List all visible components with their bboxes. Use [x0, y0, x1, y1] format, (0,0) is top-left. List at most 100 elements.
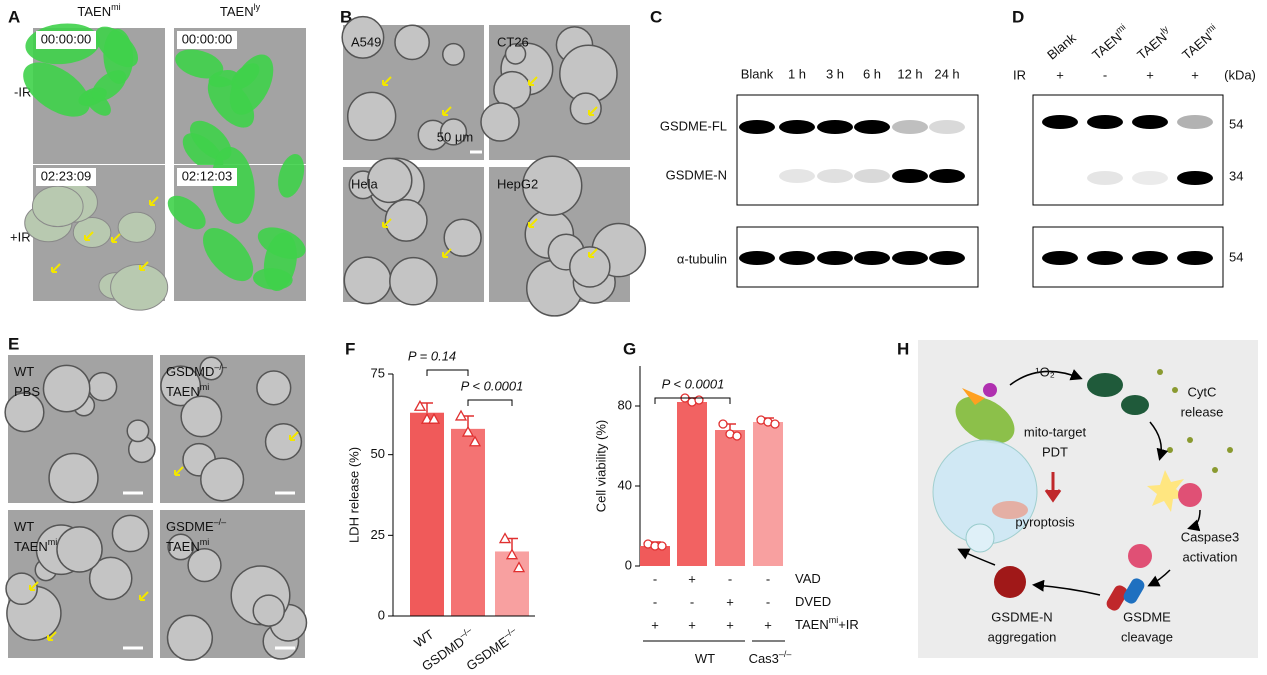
- band: [1177, 251, 1213, 265]
- lane-label: Blank: [1044, 30, 1079, 63]
- mitochondrion-damaged: [1121, 395, 1149, 415]
- arrow-marker: [29, 581, 39, 591]
- bar: [715, 430, 745, 566]
- arrow-marker: [47, 631, 57, 641]
- band: [929, 120, 965, 134]
- band: [892, 120, 928, 134]
- treatment-sign: -: [690, 594, 694, 609]
- flow-arrow: [1149, 421, 1169, 461]
- treatment-label: DVED: [795, 594, 831, 609]
- cell: [441, 42, 465, 66]
- diagram-label: GSDME-N: [991, 609, 1052, 624]
- cell: [569, 246, 611, 288]
- data-point: [498, 532, 512, 544]
- arrow-marker: [382, 76, 392, 86]
- arrow-marker: [528, 218, 538, 228]
- diagram-label: activation: [1183, 549, 1238, 564]
- cell: [189, 120, 232, 161]
- cell-label-sup: mi: [200, 382, 210, 392]
- cell-label-sup: –/–: [214, 362, 227, 372]
- cell: [200, 457, 245, 502]
- column-title-text: TAEN: [77, 4, 111, 19]
- row-label: GSDME-FL: [660, 118, 727, 133]
- y-tick-label: 75: [371, 365, 385, 380]
- treatment-label-after: +IR: [838, 617, 859, 632]
- cytc-dot: [1172, 387, 1178, 393]
- cell: [256, 370, 292, 406]
- caspase: [1178, 483, 1202, 507]
- cell: [110, 264, 169, 311]
- lane-label: TAENmi: [1178, 22, 1222, 63]
- bar: [640, 546, 670, 566]
- diagram-label: pyroptosis: [1015, 514, 1075, 529]
- band: [817, 169, 853, 183]
- band: [1177, 171, 1213, 185]
- data-point: [461, 425, 475, 437]
- band: [1042, 115, 1078, 129]
- flow-arrow: [1147, 569, 1171, 587]
- data-point: [770, 419, 780, 429]
- arrow-marker: [149, 196, 159, 206]
- panel-label: D: [1012, 7, 1024, 26]
- band: [817, 251, 853, 265]
- data-point: [694, 395, 704, 405]
- unit-label: (kDa): [1224, 67, 1256, 82]
- treatment-label-text: VAD: [795, 571, 821, 586]
- cell: [167, 195, 206, 230]
- cell: [199, 356, 224, 381]
- cytc-dot: [1227, 447, 1233, 453]
- cell-label-sup: –/–: [214, 517, 227, 527]
- cell: [569, 92, 602, 125]
- column-title-text: TAEN: [220, 4, 254, 19]
- diagram-label: ¹O₂: [1035, 364, 1055, 379]
- cell: [346, 91, 397, 142]
- bar: [677, 402, 707, 566]
- cell: [103, 28, 134, 84]
- band: [1087, 171, 1123, 185]
- arrow-marker: [289, 431, 299, 441]
- cell-line-label: HepG2: [497, 176, 538, 191]
- bar: [451, 428, 485, 616]
- cell: [264, 423, 303, 461]
- band: [779, 169, 815, 183]
- panel-label: H: [897, 339, 909, 358]
- cell-label: TAENmi: [166, 382, 209, 399]
- band: [854, 251, 890, 265]
- data-point: [427, 412, 441, 424]
- cell: [160, 365, 202, 407]
- data-point: [413, 399, 427, 411]
- band: [929, 169, 965, 183]
- x-tick-label-text: GSDME: [464, 634, 512, 674]
- kda-marker: 34: [1229, 168, 1243, 183]
- cell: [167, 533, 195, 561]
- timestamp: 02:23:09: [41, 168, 92, 183]
- significance-bracket: [654, 397, 731, 404]
- cell-label: GSDME–/–: [166, 517, 226, 534]
- cell: [175, 49, 224, 79]
- cell: [5, 572, 38, 606]
- cell: [343, 256, 392, 305]
- cell: [480, 102, 520, 142]
- diagram-label: Caspase3: [1181, 529, 1240, 544]
- diagram-label: cleavage: [1121, 629, 1173, 644]
- treatment-sign: -: [653, 594, 657, 609]
- band: [1177, 115, 1213, 129]
- cell: [278, 154, 305, 198]
- cell: [252, 594, 286, 627]
- cytc-dot: [1167, 447, 1173, 453]
- cell: [56, 526, 103, 573]
- cell: [182, 133, 224, 172]
- flow-arrow: [957, 548, 996, 566]
- cell-line-label: CT26: [497, 34, 529, 49]
- ir-sign: +: [1056, 67, 1064, 82]
- cell: [31, 185, 84, 228]
- cell-label-text: GSDMD: [166, 364, 214, 379]
- bar: [753, 422, 783, 566]
- timestamp-box: [36, 168, 96, 186]
- p-value: P = 0.14: [408, 348, 456, 363]
- cell-label-sup: mi: [48, 537, 58, 547]
- row-label: +IR: [10, 229, 31, 244]
- y-tick-label: 50: [371, 446, 385, 461]
- cell: [117, 211, 157, 243]
- cell: [4, 392, 45, 433]
